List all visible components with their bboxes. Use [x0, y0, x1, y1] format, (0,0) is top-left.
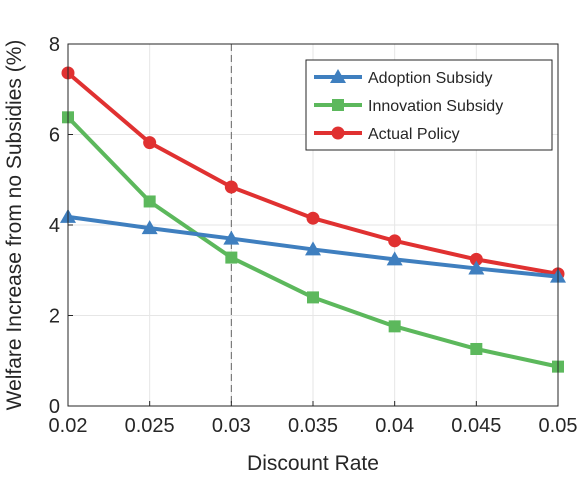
legend-label-innovation-subsidy: Innovation Subsidy [368, 98, 503, 115]
legend-marker-adoption-subsidy [330, 69, 346, 83]
actual-policy-point [469, 252, 483, 266]
y-tick-label: 2 [49, 306, 60, 328]
innovation-subsidy-point [388, 320, 401, 333]
innovation-subsidy-point [143, 195, 156, 208]
series-innovation-subsidy [62, 111, 564, 373]
x-tick-label: 0.02 [49, 415, 88, 437]
legend: Adoption Subsidy Innovation Subsidy Actual… [305, 59, 553, 151]
innovation-subsidy-point [225, 251, 238, 264]
x-tick-label: 0.05 [539, 415, 578, 437]
series-adoption-subsidy [60, 208, 566, 283]
actual-policy-point [306, 211, 320, 225]
y-axis-label: Welfare Increase from no Subsidies (%) [3, 40, 26, 411]
y-tick-label: 6 [49, 125, 60, 147]
y-tick-label: 0 [49, 396, 60, 418]
actual-policy-point [224, 180, 238, 194]
y-tick-label: 4 [49, 215, 60, 237]
y-tick-label: 8 [49, 34, 60, 56]
adoption-subsidy-point [468, 260, 485, 275]
x-tick-label: 0.04 [375, 415, 414, 437]
legend-marker-actual-policy [331, 126, 345, 140]
legend-item-actual-policy: Actual Policy [314, 126, 460, 143]
x-axis: 0.02 0.025 0.03 0.035 0.04 0.045 0.05 [49, 401, 578, 437]
x-tick-label: 0.025 [125, 415, 175, 437]
legend-marker-innovation-subsidy [332, 99, 344, 111]
legend-item-innovation-subsidy: Innovation Subsidy [314, 98, 503, 115]
x-tick-label: 0.035 [288, 415, 338, 437]
adoption-subsidy-point [223, 230, 240, 245]
series-actual-policy [61, 66, 565, 281]
x-tick-label: 0.03 [212, 415, 251, 437]
series-layer [60, 66, 566, 373]
innovation-subsidy-point [470, 342, 483, 355]
adoption-subsidy-point [305, 241, 321, 256]
innovation-subsidy-point [307, 291, 319, 304]
x-tick-label: 0.045 [451, 415, 501, 437]
x-axis-label: Discount Rate [247, 452, 379, 475]
adoption-subsidy-point [386, 251, 403, 266]
actual-policy-point [143, 136, 157, 150]
y-axis: 0 2 4 6 8 [49, 34, 73, 418]
actual-policy-point [388, 234, 402, 248]
legend-label-actual-policy: Actual Policy [368, 126, 460, 143]
legend-label-adoption-subsidy: Adoption Subsidy [368, 70, 493, 87]
legend-item-adoption-subsidy: Adoption Subsidy [314, 69, 493, 87]
adoption-subsidy-point [141, 220, 158, 235]
